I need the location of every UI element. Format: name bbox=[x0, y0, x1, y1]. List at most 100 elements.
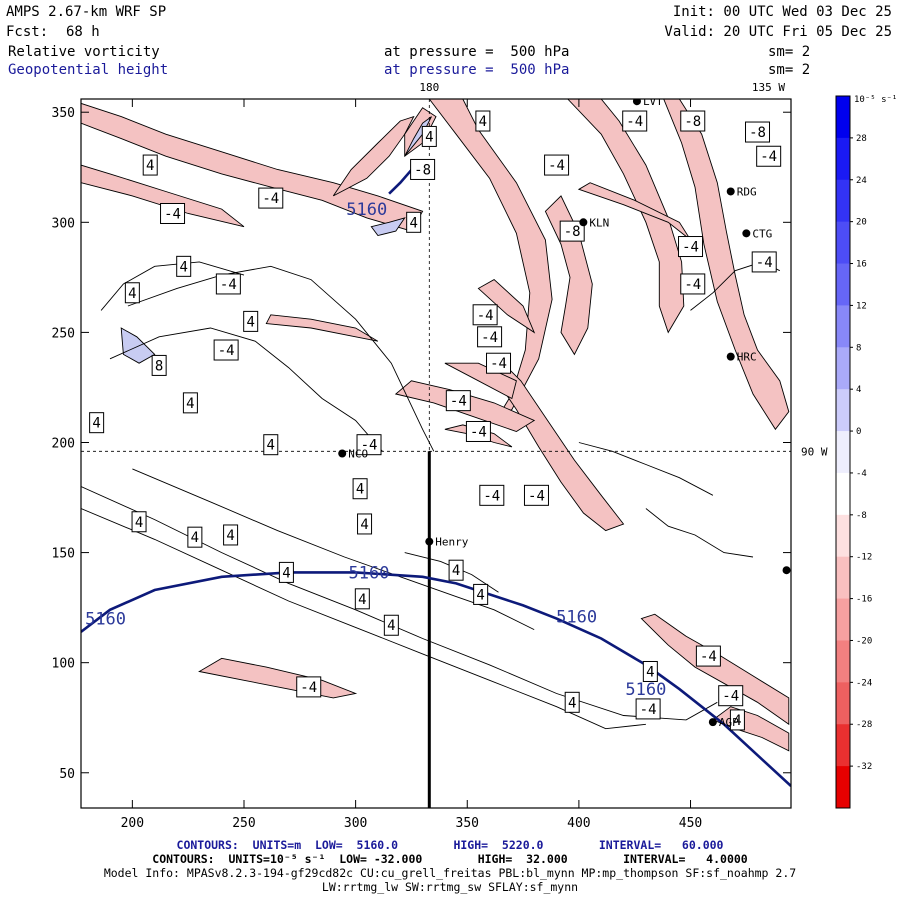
vorticity-label-19: 4 bbox=[243, 310, 259, 332]
vorticity-label-box bbox=[89, 412, 105, 434]
station-marker-8 bbox=[742, 229, 751, 238]
vorticity-region-19 bbox=[120, 327, 156, 364]
lon-135-label: 135 W bbox=[752, 81, 785, 94]
vorticity-label-18: 4 bbox=[124, 282, 140, 304]
vorticity-label-box bbox=[278, 561, 294, 583]
vorticity-label-box bbox=[421, 125, 437, 147]
vorticity-label-48: 4 bbox=[564, 691, 580, 713]
vorticity-label-text: -4 bbox=[626, 114, 643, 130]
height-label-1: 5160 bbox=[349, 563, 390, 583]
vorticity-label-box bbox=[472, 304, 498, 326]
station-marker-2 bbox=[579, 218, 588, 227]
model-title: AMPS 2.67-km WRF SP bbox=[6, 4, 167, 20]
vorticity-label-box bbox=[695, 645, 721, 667]
colorbar-swatch-16 bbox=[836, 766, 850, 809]
colorbar-label-2: 24 bbox=[856, 176, 867, 186]
vorticity-label-box bbox=[745, 121, 771, 143]
vorticity-label-text: -4 bbox=[722, 689, 739, 705]
vorticity-label-16: -4 bbox=[215, 273, 241, 295]
vorticity-label-15: 4 bbox=[176, 255, 192, 277]
vorticity-region-15 bbox=[265, 314, 379, 342]
vorticity-label-17: -4 bbox=[680, 273, 706, 295]
vorticity-label-text: -4 bbox=[481, 330, 498, 346]
y-tick-label-3: 200 bbox=[52, 436, 75, 451]
colorbar-label-14: -24 bbox=[856, 678, 872, 688]
vorticity-label-text: 4 bbox=[387, 618, 395, 634]
x-tick-label-1: 250 bbox=[232, 816, 255, 831]
vorticity-region-8 bbox=[444, 362, 517, 400]
field1-name: Relative vorticity bbox=[8, 44, 160, 60]
station-label-3: HRC bbox=[737, 351, 757, 364]
model-info-line2: LW:rrtmg_lw SW:rrtmg_sw SFLAY:sf_mynn bbox=[321, 880, 579, 894]
vorticity-line-2 bbox=[132, 468, 535, 631]
field2-smoothing: sm= 2 bbox=[768, 62, 811, 78]
height-label-3: 5160 bbox=[625, 680, 666, 700]
field1-level: at pressure = 500 hPa bbox=[384, 44, 570, 60]
colorbar-label-3: 20 bbox=[856, 218, 867, 228]
vorticity-label-4: 4 bbox=[421, 125, 437, 147]
vorticity-label-9: -4 bbox=[258, 187, 284, 209]
vorticity-label-box bbox=[243, 310, 259, 332]
vorticity-label-text: 4 bbox=[146, 158, 154, 174]
vorticity-region-20 bbox=[370, 217, 406, 237]
vorticity-label-text: -8 bbox=[749, 125, 766, 141]
colorbar-label-10: -8 bbox=[856, 511, 867, 521]
vorticity-contour-info: CONTOURS: UNITS=10⁻⁵ s⁻¹ LOW= -32.000 HI… bbox=[152, 852, 748, 866]
y-tick-label-2: 150 bbox=[52, 547, 75, 562]
vorticity-label-3: -8 bbox=[745, 121, 771, 143]
vorticity-label-33: -4 bbox=[523, 484, 549, 506]
station-label-6: AGP bbox=[719, 716, 739, 729]
vorticity-label-0: 4 bbox=[475, 110, 491, 132]
vorticity-label-text: 4 bbox=[267, 438, 275, 454]
colorbar-swatch-13 bbox=[836, 640, 850, 683]
station-marker-1 bbox=[726, 187, 735, 196]
vorticity-label-text: 4 bbox=[360, 517, 368, 533]
vorticity-label-box bbox=[678, 236, 704, 258]
vorticity-label-box bbox=[142, 154, 158, 176]
station-label-0: LVT bbox=[643, 95, 663, 108]
colorbar-swatch-11 bbox=[836, 556, 850, 600]
vorticity-label-box bbox=[354, 588, 370, 610]
vorticity-label-box bbox=[215, 273, 241, 295]
init-time: Init: 00 UTC Wed 03 Dec 25 bbox=[672, 4, 892, 20]
x-tick-label-5: 450 bbox=[679, 816, 702, 831]
vorticity-label-41: 4 bbox=[354, 588, 370, 610]
vorticity-label-text: -4 bbox=[760, 149, 777, 165]
colorbar-label-11: -12 bbox=[856, 553, 872, 563]
vorticity-label-6: -4 bbox=[544, 154, 570, 176]
vorticity-label-12: -8 bbox=[559, 220, 585, 242]
field1-smoothing: sm= 2 bbox=[768, 44, 811, 60]
height-contour-info: CONTOURS: UNITS=m LOW= 5160.0 HIGH= 5220… bbox=[176, 838, 724, 852]
y-tick-label-4: 250 bbox=[52, 326, 75, 341]
station-label-5: Henry bbox=[435, 536, 468, 549]
station-marker-5 bbox=[425, 537, 434, 546]
vorticity-label-text: -4 bbox=[682, 240, 699, 256]
vorticity-label-7: 4 bbox=[142, 154, 158, 176]
lat-90-label: 90 W bbox=[801, 445, 828, 458]
vorticity-label-40: 4 bbox=[473, 583, 489, 605]
vorticity-label-box bbox=[680, 110, 706, 132]
vorticity-label-box bbox=[213, 339, 239, 361]
vorticity-region-11 bbox=[332, 115, 415, 197]
lon-180-label: 180 bbox=[419, 81, 439, 94]
vorticity-line-5 bbox=[100, 261, 245, 311]
vorticity-label-box bbox=[356, 434, 382, 456]
colorbar-swatch-5 bbox=[836, 305, 850, 348]
vorticity-region-1 bbox=[493, 362, 625, 532]
vorticity-label-box bbox=[473, 583, 489, 605]
vorticity-label-22: -4 bbox=[213, 339, 239, 361]
forecast-hours: 68 h bbox=[66, 24, 100, 40]
vorticity-label-text: -8 bbox=[564, 224, 581, 240]
vorticity-label-38: 4 bbox=[448, 559, 464, 581]
vorticity-label-box bbox=[131, 511, 147, 533]
height-label-2: 5160 bbox=[556, 607, 597, 627]
vorticity-label-46: -4 bbox=[718, 685, 744, 707]
vorticity-label-box bbox=[751, 251, 777, 273]
vorticity-label-text: 4 bbox=[246, 314, 254, 330]
vorticity-label-box bbox=[406, 211, 422, 233]
vorticity-label-text: -4 bbox=[450, 394, 467, 410]
vorticity-label-box bbox=[160, 202, 186, 224]
vorticity-label-text: -4 bbox=[220, 277, 237, 293]
field2-name: Geopotential height bbox=[8, 62, 169, 78]
